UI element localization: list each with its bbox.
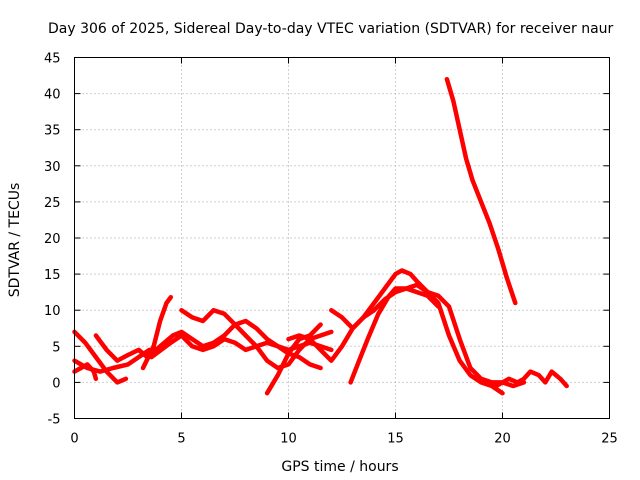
series-trace-7 (179, 307, 334, 371)
x-tick-label: 5 (177, 432, 185, 447)
data-traces (72, 76, 569, 396)
series-trace-2 (72, 329, 129, 385)
series-trace-5 (140, 294, 174, 371)
series-trace-11 (348, 282, 505, 396)
series-trace-10 (329, 268, 527, 389)
y-tick-label: 25 (44, 196, 61, 211)
axis-ticks: 0 5 10 15 20 25 -5 0 5 10 15 20 25 30 35 40 45 (44, 52, 618, 447)
y-tick-label: 0 (52, 376, 60, 391)
series-trace-3 (72, 347, 152, 374)
y-tick-label: 10 (44, 304, 61, 319)
x-tick-label: 25 (601, 432, 618, 447)
y-axis-label: SDTVAR / TECUs (7, 183, 23, 298)
grid-lines (74, 57, 610, 419)
y-tick-label: -5 (48, 413, 61, 428)
series-trace-13 (485, 369, 569, 389)
y-tick-label: 45 (44, 52, 61, 67)
y-tick-label: 40 (44, 88, 61, 103)
y-tick-label: 30 (44, 160, 61, 175)
x-tick-label: 15 (387, 432, 404, 447)
y-tick-label: 35 (44, 124, 61, 139)
x-axis-label: GPS time / hours (281, 459, 398, 475)
plot-frame (74, 57, 610, 419)
x-tick-label: 10 (280, 432, 297, 447)
chart-title: Day 306 of 2025, Sidereal Day-to-day VTE… (48, 21, 614, 37)
x-tick-label: 0 (70, 432, 78, 447)
series-trace-12 (444, 76, 518, 306)
x-tick-label: 20 (494, 432, 511, 447)
y-tick-label: 15 (44, 268, 61, 283)
y-tick-label: 5 (52, 340, 60, 355)
series-trace-8 (264, 322, 323, 396)
series-trace-1 (72, 362, 99, 382)
y-tick-label: 20 (44, 232, 61, 247)
